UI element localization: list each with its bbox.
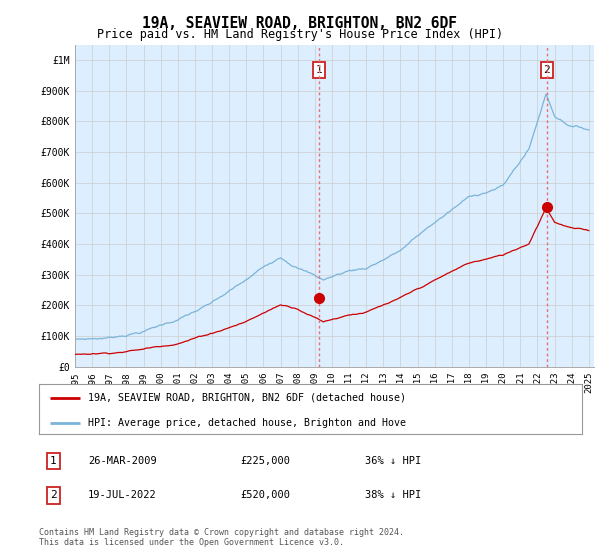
Text: 1: 1 [50, 456, 56, 466]
Text: £225,000: £225,000 [240, 456, 290, 466]
Text: 2: 2 [544, 65, 550, 74]
Text: 38% ↓ HPI: 38% ↓ HPI [365, 491, 421, 501]
Text: 19-JUL-2022: 19-JUL-2022 [88, 491, 157, 501]
Text: 36% ↓ HPI: 36% ↓ HPI [365, 456, 421, 466]
Text: HPI: Average price, detached house, Brighton and Hove: HPI: Average price, detached house, Brig… [88, 418, 406, 428]
Text: 26-MAR-2009: 26-MAR-2009 [88, 456, 157, 466]
Text: 19A, SEAVIEW ROAD, BRIGHTON, BN2 6DF (detached house): 19A, SEAVIEW ROAD, BRIGHTON, BN2 6DF (de… [88, 393, 406, 403]
Text: £520,000: £520,000 [240, 491, 290, 501]
Text: 2: 2 [50, 491, 56, 501]
Text: 19A, SEAVIEW ROAD, BRIGHTON, BN2 6DF: 19A, SEAVIEW ROAD, BRIGHTON, BN2 6DF [143, 16, 458, 31]
Text: Price paid vs. HM Land Registry's House Price Index (HPI): Price paid vs. HM Land Registry's House … [97, 28, 503, 41]
Text: 1: 1 [316, 65, 322, 74]
Text: Contains HM Land Registry data © Crown copyright and database right 2024.
This d: Contains HM Land Registry data © Crown c… [39, 528, 404, 547]
